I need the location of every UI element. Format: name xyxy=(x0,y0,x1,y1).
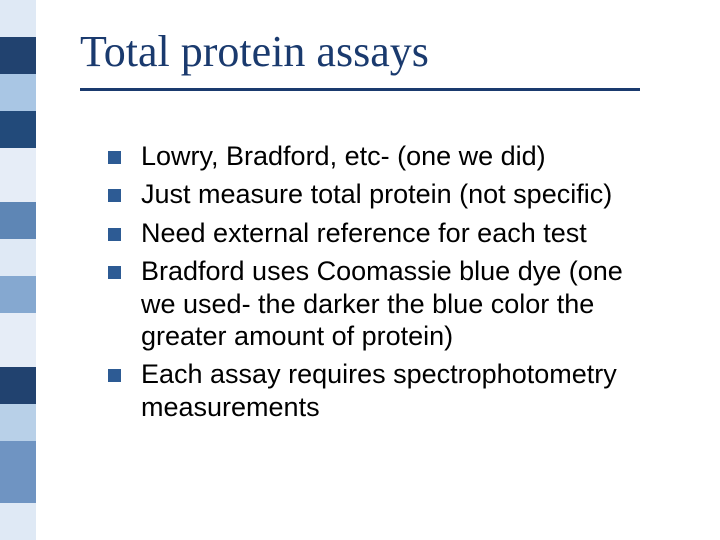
bullet-list: Lowry, Bradford, etc- (one we did) Just m… xyxy=(108,140,648,429)
bullet-item: Lowry, Bradford, etc- (one we did) xyxy=(108,140,648,172)
sidebar-stripe xyxy=(0,111,36,148)
bullet-item: Need external reference for each test xyxy=(108,217,648,249)
bullet-marker-icon xyxy=(108,189,121,202)
bullet-marker-icon xyxy=(108,228,121,241)
sidebar-stripe xyxy=(0,313,36,367)
bullet-item: Each assay requires spectrophotometry me… xyxy=(108,358,648,423)
title-underline xyxy=(80,88,640,91)
sidebar-stripe xyxy=(0,404,36,441)
slide: Total protein assays Lowry, Bradford, et… xyxy=(0,0,720,540)
bullet-item: Just measure total protein (not specific… xyxy=(108,178,648,210)
bullet-text: Need external reference for each test xyxy=(141,217,587,249)
sidebar-stripe xyxy=(0,441,36,503)
bullet-marker-icon xyxy=(108,151,121,164)
bullet-text: Just measure total protein (not specific… xyxy=(141,178,612,210)
sidebar-stripe xyxy=(0,37,36,74)
sidebar-stripe xyxy=(0,74,36,111)
bullet-item: Bradford uses Coomassie blue dye (one we… xyxy=(108,255,648,352)
bullet-text: Bradford uses Coomassie blue dye (one we… xyxy=(141,255,648,352)
sidebar-stripe xyxy=(0,503,36,540)
bullet-text: Lowry, Bradford, etc- (one we did) xyxy=(141,140,546,172)
slide-title: Total protein assays xyxy=(80,26,429,77)
bullet-text: Each assay requires spectrophotometry me… xyxy=(141,358,648,423)
sidebar-stripe xyxy=(0,0,36,37)
sidebar-stripe xyxy=(0,276,36,313)
bullet-marker-icon xyxy=(108,266,121,279)
sidebar-stripe xyxy=(0,367,36,404)
bullet-marker-icon xyxy=(108,369,121,382)
decorative-sidebar xyxy=(0,0,36,540)
sidebar-stripe xyxy=(0,239,36,276)
sidebar-stripe xyxy=(0,148,36,202)
sidebar-stripe xyxy=(0,202,36,239)
